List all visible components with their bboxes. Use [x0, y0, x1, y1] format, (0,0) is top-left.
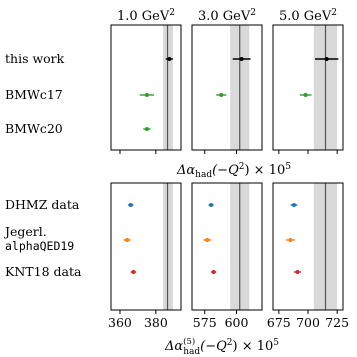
- bottom-panel-3-point-dhmz-data: [290, 203, 298, 207]
- top-panel-3: [272, 24, 344, 154]
- top-panel-2-marker-this-work: [239, 57, 244, 61]
- x-axis-label-top: Δαhad(−Q2) × 105: [176, 162, 291, 180]
- top-panel-3-marker-this-work: [324, 57, 329, 61]
- top-panel-1-marker-bmwc17: [144, 93, 149, 97]
- bottom-panel-3-tick-label-700: 700: [296, 315, 320, 330]
- top-panel-1-point-bmwc20: [143, 127, 151, 131]
- top-panel-1-frame: [110, 24, 182, 151]
- bottom-panel-2-marker-knt18-data: [211, 270, 216, 274]
- bottom-panel-1-point-jegerl-alphaqed19: [123, 238, 131, 242]
- top-panel-1-marker-this-work: [167, 57, 172, 61]
- bottom-panel-1-marker-knt18-data: [131, 270, 136, 274]
- q2-header-2: 3.0 GeV2: [198, 8, 256, 24]
- row-label-knt18: KNT18 data: [5, 264, 82, 279]
- bottom-panel-3-tick-label-675: 675: [267, 315, 291, 330]
- row-label-bmwc17: BMWc17: [5, 87, 63, 102]
- bottom-panel-2-point-knt18-data: [211, 270, 217, 274]
- top-panel-2-frame: [191, 24, 263, 151]
- bottom-panel-2-tick-label-600: 600: [225, 315, 249, 330]
- bottom-panel-1-tick-label-380: 380: [144, 315, 168, 330]
- q2-header-3: 5.0 GeV2: [279, 8, 337, 24]
- bottom-panel-1-marker-jegerl-alphaqed19: [125, 238, 130, 242]
- bottom-panel-1-tick-label-360: 360: [108, 315, 132, 330]
- bottom-panels: 360 380 575 600 675 700 725: [108, 182, 349, 330]
- bottom-panel-1-point-knt18-data: [130, 270, 137, 274]
- bottom-panel-3-point-jegerl-alphaqed19: [285, 238, 296, 242]
- top-panels: [110, 24, 344, 154]
- x-axis-label-bottom: Δα(5) had(−Q2) × 105: [164, 336, 279, 357]
- q2-header-1: 1.0 GeV2: [117, 8, 175, 24]
- bottom-panel-3: 675 700 725: [267, 182, 349, 330]
- bottom-panel-1: 360 380: [108, 182, 182, 330]
- top-panel-2: [191, 24, 263, 154]
- bottom-panel-1-marker-dhmz-data: [128, 203, 133, 207]
- top-panel-1: [110, 24, 182, 154]
- bottom-panel-3-marker-knt18-data: [295, 270, 300, 274]
- top-panel-2-point-bmwc17: [216, 93, 227, 97]
- bottom-panel-2-point-jegerl-alphaqed19: [203, 238, 212, 242]
- bottom-panel-2-tick-label-575: 575: [193, 315, 217, 330]
- bottom-panel-3-tick-label-725: 725: [325, 315, 349, 330]
- row-label-alphaqed19: alphaQED19: [5, 239, 74, 253]
- bottom-panel-3-marker-jegerl-alphaqed19: [288, 238, 293, 242]
- top-panel-3-point-this-work: [315, 57, 339, 61]
- bottom-panel-3-point-knt18-data: [294, 270, 301, 274]
- bottom-panel-2: 575 600: [191, 182, 263, 330]
- row-label-jegerl: Jegerl.: [3, 224, 47, 239]
- bottom-panel-1-point-dhmz-data: [128, 203, 134, 207]
- bottom-panel-2-marker-jegerl-alphaqed19: [205, 238, 210, 242]
- top-panel-1-marker-bmwc20: [144, 127, 149, 131]
- row-label-bmwc20: BMWc20: [5, 121, 63, 136]
- top-panel-3-point-bmwc17: [299, 93, 312, 97]
- top-panel-1-point-this-work: [165, 57, 173, 61]
- top-panel-1-point-bmwc17: [139, 93, 155, 97]
- row-label-dhmz: DHMZ data: [5, 197, 80, 212]
- top-panel-2-marker-bmwc17: [219, 93, 224, 97]
- bottom-panel-2-point-dhmz-data: [208, 203, 214, 207]
- bottom-panel-1-frame: [110, 182, 182, 311]
- top-panel-3-marker-bmwc17: [303, 93, 308, 97]
- top-panel-2-point-this-work: [232, 57, 251, 61]
- bottom-panel-2-marker-dhmz-data: [209, 203, 214, 207]
- bottom-panel-2-frame: [191, 182, 263, 311]
- row-label-this-work: this work: [5, 51, 65, 66]
- bottom-panel-3-marker-dhmz-data: [292, 203, 296, 207]
